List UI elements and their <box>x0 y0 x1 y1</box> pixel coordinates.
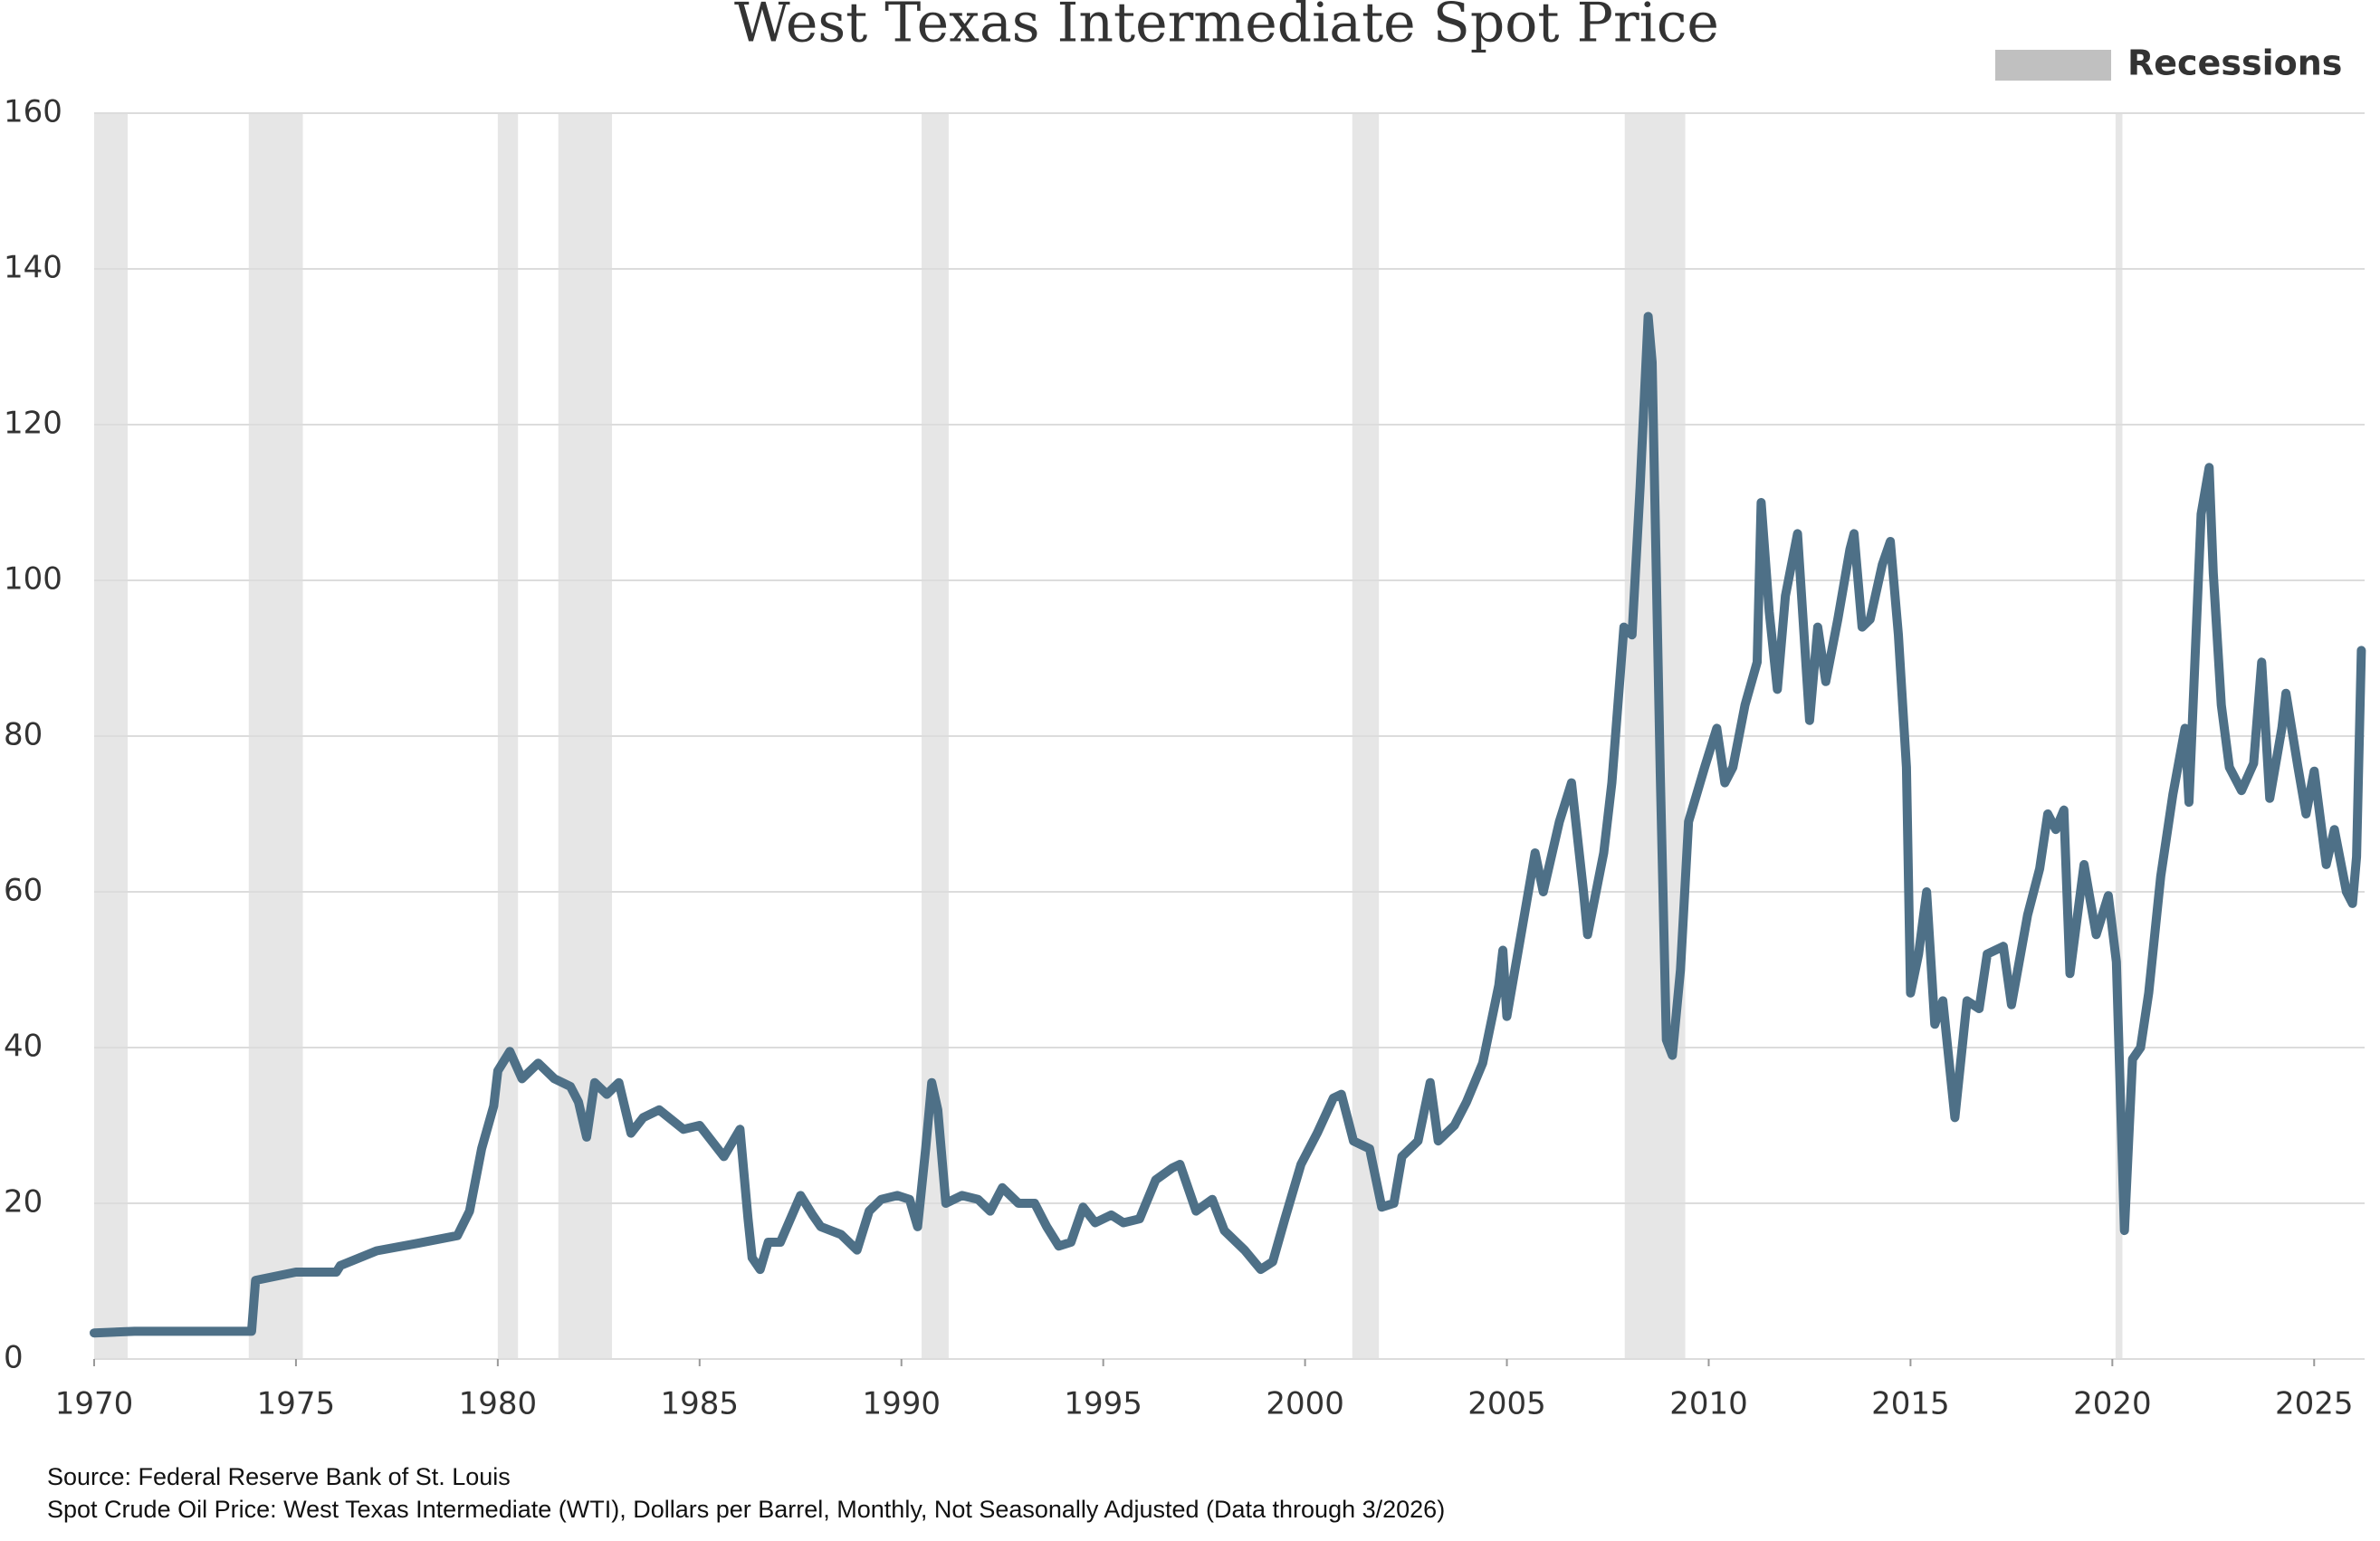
price-line <box>90 311 2366 1338</box>
y-tick-label: 0 <box>4 1340 24 1376</box>
y-tick-label: 80 <box>4 717 43 753</box>
y-tick-label: 100 <box>4 561 62 598</box>
x-tick-label: 1970 <box>55 1386 134 1422</box>
x-tick-label: 2015 <box>1871 1386 1950 1422</box>
x-tick-label: 1985 <box>661 1386 740 1422</box>
chart-title: West Texas Intermediate Spot Price <box>734 0 1719 55</box>
x-tick-label: 1990 <box>862 1386 941 1422</box>
y-tick-label: 20 <box>4 1184 43 1220</box>
y-tick-label: 120 <box>4 406 62 442</box>
y-tick-label: 160 <box>4 94 62 130</box>
description-note: Spot Crude Oil Price: West Texas Interme… <box>47 1496 1445 1523</box>
x-tick-label: 1975 <box>257 1386 336 1422</box>
x-tick-label: 2000 <box>1266 1386 1344 1422</box>
legend-label: Recessions <box>2127 43 2342 83</box>
x-tick-label: 2010 <box>1669 1386 1748 1422</box>
x-tick-label: 2005 <box>1467 1386 1546 1422</box>
x-tick-label: 1995 <box>1064 1386 1142 1422</box>
y-tick-label: 60 <box>4 873 43 909</box>
legend-swatch <box>1995 50 2111 81</box>
x-tick-label: 1980 <box>459 1386 538 1422</box>
source-note: Source: Federal Reserve Bank of St. Loui… <box>47 1463 511 1490</box>
y-tick-label: 40 <box>4 1029 43 1065</box>
x-tick-label: 2020 <box>2073 1386 2152 1422</box>
x-tick-label: 2025 <box>2275 1386 2354 1422</box>
y-tick-label: 140 <box>4 250 62 286</box>
